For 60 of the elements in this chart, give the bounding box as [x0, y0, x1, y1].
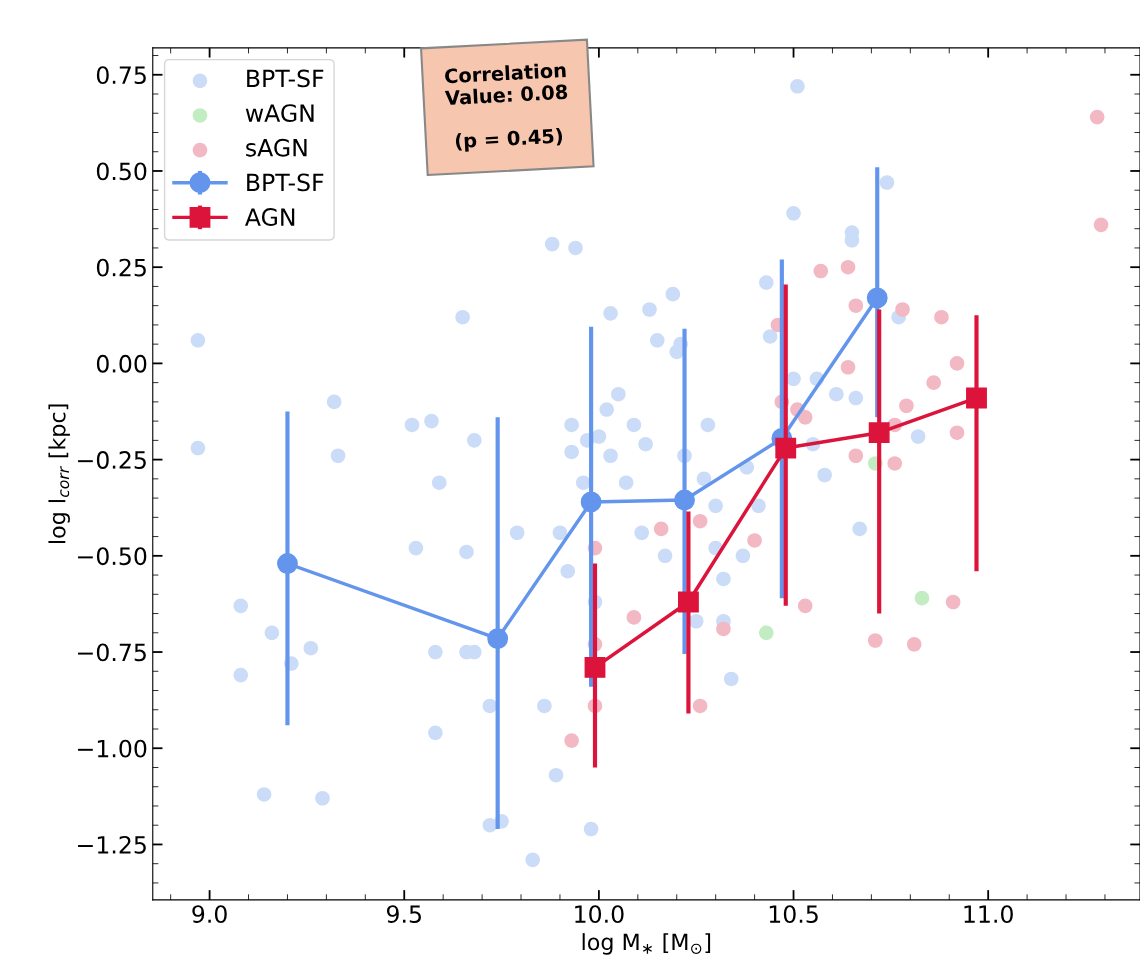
- point: [674, 489, 695, 511]
- point: [653, 521, 669, 537]
- legend-label: BPT-SF: [247, 173, 324, 192]
- point: [564, 733, 579, 748]
- point: [934, 309, 949, 325]
- point: [866, 287, 888, 309]
- point: [840, 359, 856, 375]
- y-tick-label: 0.25: [96, 258, 146, 277]
- y-tick-label: −1.25: [78, 835, 146, 854]
- y-tick-label: −0.75: [78, 643, 146, 662]
- x-axis-title: log M$_{∗}$ [M$_{⊙}$]: [582, 933, 711, 955]
- legend-label: wAGN: [245, 104, 314, 123]
- legend-label: AGN: [245, 208, 295, 226]
- y-tick-label: −0.25: [78, 451, 146, 469]
- point: [692, 698, 708, 714]
- y-tick-label: 0.75: [96, 66, 146, 85]
- point: [966, 387, 987, 409]
- point: [692, 513, 708, 529]
- point: [868, 422, 890, 444]
- x-tick-label: 9.5: [386, 905, 421, 924]
- point: [945, 594, 961, 610]
- point: [487, 628, 509, 649]
- point: [899, 398, 914, 414]
- point: [1089, 109, 1105, 125]
- x-tick-label: 10.0: [575, 905, 624, 924]
- point: [678, 591, 699, 613]
- y-axis-title: log l$_{corr}$ [kpc]: [48, 404, 70, 543]
- point: [797, 598, 813, 614]
- y-tick-label: −0.50: [78, 547, 147, 566]
- point: [848, 298, 864, 313]
- point: [848, 448, 864, 464]
- point: [716, 621, 731, 637]
- y-tick-label: 0.00: [96, 354, 147, 373]
- legend-label: sAGN: [246, 138, 307, 157]
- point: [813, 263, 829, 279]
- annotation: Correlation Value: 0.08 (p = 0.45): [444, 62, 568, 153]
- point: [775, 437, 797, 459]
- y-tick-label: 0.50: [96, 162, 147, 181]
- point: [868, 633, 883, 648]
- x-tick-label: 11.0: [964, 905, 1013, 924]
- point: [1093, 217, 1109, 233]
- point: [277, 553, 298, 574]
- point: [887, 456, 903, 471]
- x-tick-label: 9.0: [192, 905, 227, 924]
- point: [747, 533, 762, 548]
- legend-label: BPT-SF: [247, 69, 324, 88]
- point: [906, 637, 922, 652]
- point: [914, 590, 930, 606]
- point: [759, 625, 774, 641]
- point: [949, 356, 965, 371]
- point: [926, 375, 941, 390]
- point: [626, 610, 642, 625]
- x-tick-label: 10.5: [769, 905, 818, 924]
- y-tick-label: −1.00: [78, 739, 147, 758]
- point: [797, 409, 813, 425]
- point: [949, 425, 965, 440]
- point: [580, 491, 602, 513]
- point: [840, 259, 856, 275]
- point: [895, 302, 910, 317]
- point: [584, 657, 606, 678]
